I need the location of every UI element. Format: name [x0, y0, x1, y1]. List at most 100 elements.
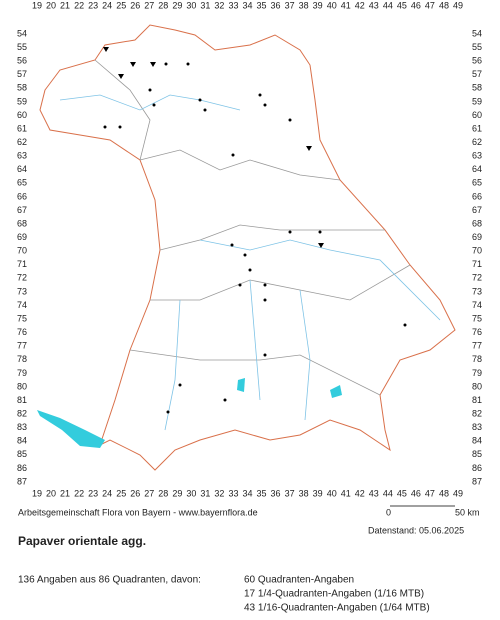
dot [148, 88, 152, 92]
x-grid-label: 22 [74, 0, 84, 10]
y-grid-label: 54 [472, 28, 482, 38]
x-grid-label: 28 [158, 488, 168, 498]
y-grid-label: 79 [17, 368, 27, 378]
x-grid-label: 40 [327, 0, 337, 10]
x-grid-label: 24 [102, 488, 112, 498]
x-grid-label: 35 [257, 0, 267, 10]
x-grid-label: 33 [228, 0, 238, 10]
x-grid-label: 26 [130, 0, 140, 10]
y-grid-label: 58 [17, 83, 27, 93]
triangle [130, 62, 136, 67]
count-line: 60 Quadranten-Angaben [244, 575, 354, 586]
x-grid-label: 25 [116, 488, 126, 498]
triangle [306, 146, 312, 151]
y-grid-label: 64 [472, 164, 482, 174]
y-grid-label: 58 [472, 83, 482, 93]
lake [237, 378, 245, 392]
y-grid-label: 65 [472, 178, 482, 188]
x-grid-label: 43 [369, 488, 379, 498]
x-grid-label: 46 [411, 0, 421, 10]
x-grid-label: 33 [228, 488, 238, 498]
x-grid-label: 36 [271, 488, 281, 498]
y-grid-label: 76 [17, 327, 27, 337]
x-grid-label: 39 [313, 488, 323, 498]
y-grid-label: 79 [472, 368, 482, 378]
x-grid-label: 36 [271, 0, 281, 10]
x-grid-label: 49 [453, 0, 463, 10]
dot [263, 353, 267, 357]
y-grid-label: 70 [472, 246, 482, 256]
y-grid-label: 82 [472, 408, 482, 418]
y-grid-label: 59 [472, 96, 482, 106]
x-grid-label: 30 [186, 488, 196, 498]
y-grid-label: 67 [472, 205, 482, 215]
x-grid-label: 38 [299, 488, 309, 498]
dot [164, 62, 168, 66]
x-grid-label: 44 [383, 0, 393, 10]
x-grid-label: 43 [369, 0, 379, 10]
x-grid-label: 19 [32, 488, 42, 498]
rivers [59, 94, 441, 431]
dot [223, 398, 227, 402]
x-grid-label: 21 [60, 0, 70, 10]
x-grid-label: 37 [285, 488, 295, 498]
y-grid-label: 55 [17, 42, 27, 52]
y-grid-label: 59 [17, 96, 27, 106]
y-grid-label: 75 [472, 313, 482, 323]
dot [248, 268, 252, 272]
x-grid-label: 45 [397, 488, 407, 498]
x-grid-label: 26 [130, 488, 140, 498]
y-grid-label: 63 [17, 151, 27, 161]
x-grid-label: 37 [285, 0, 295, 10]
count-line: 43 1/16-Quadranten-Angaben (1/64 MTB) [244, 603, 430, 614]
x-grid-label: 49 [453, 488, 463, 498]
y-grid-label: 80 [17, 381, 27, 391]
y-grid-label: 54 [17, 28, 27, 38]
dot [263, 103, 267, 107]
dot [198, 98, 202, 102]
triangle [103, 47, 109, 52]
y-grid-label: 77 [472, 341, 482, 351]
x-grid-label: 45 [397, 0, 407, 10]
map [37, 24, 456, 507]
dot [238, 283, 242, 287]
y-grid-label: 69 [472, 232, 482, 242]
dot [231, 153, 235, 157]
triangle [150, 62, 156, 67]
dot [118, 125, 122, 129]
x-grid-label: 20 [46, 488, 56, 498]
y-grid-label: 84 [17, 436, 27, 446]
triangle [118, 74, 124, 79]
scale-end: 50 km [455, 507, 480, 517]
y-grid-label: 67 [17, 205, 27, 215]
y-grid-label: 76 [472, 327, 482, 337]
y-grid-label: 84 [472, 436, 482, 446]
y-grid-label: 82 [17, 408, 27, 418]
dot [152, 103, 156, 107]
grid-labels: 19 19 20 20 21 21 22 22 23 23 24 24 25 25 26 26 27 27 28 28… [17, 0, 482, 498]
occurrence-triangles [103, 47, 324, 248]
y-grid-label: 73 [472, 286, 482, 296]
dot [318, 230, 322, 234]
date: Datenstand: 05.06.2025 [368, 525, 464, 535]
y-grid-label: 85 [17, 449, 27, 459]
y-grid-label: 75 [17, 313, 27, 323]
x-grid-label: 29 [172, 488, 182, 498]
x-grid-label: 29 [172, 0, 182, 10]
x-grid-label: 35 [257, 488, 267, 498]
y-grid-label: 62 [472, 137, 482, 147]
x-grid-label: 48 [439, 0, 449, 10]
x-grid-label: 40 [327, 488, 337, 498]
x-grid-label: 21 [60, 488, 70, 498]
y-grid-label: 68 [472, 218, 482, 228]
y-grid-label: 81 [17, 395, 27, 405]
x-grid-label: 34 [242, 0, 252, 10]
dot [288, 118, 292, 122]
x-grid-label: 34 [242, 488, 252, 498]
dot [178, 383, 182, 387]
dot [288, 230, 292, 234]
y-grid-label: 78 [472, 354, 482, 364]
y-grid-label: 64 [17, 164, 27, 174]
x-grid-label: 41 [341, 0, 351, 10]
